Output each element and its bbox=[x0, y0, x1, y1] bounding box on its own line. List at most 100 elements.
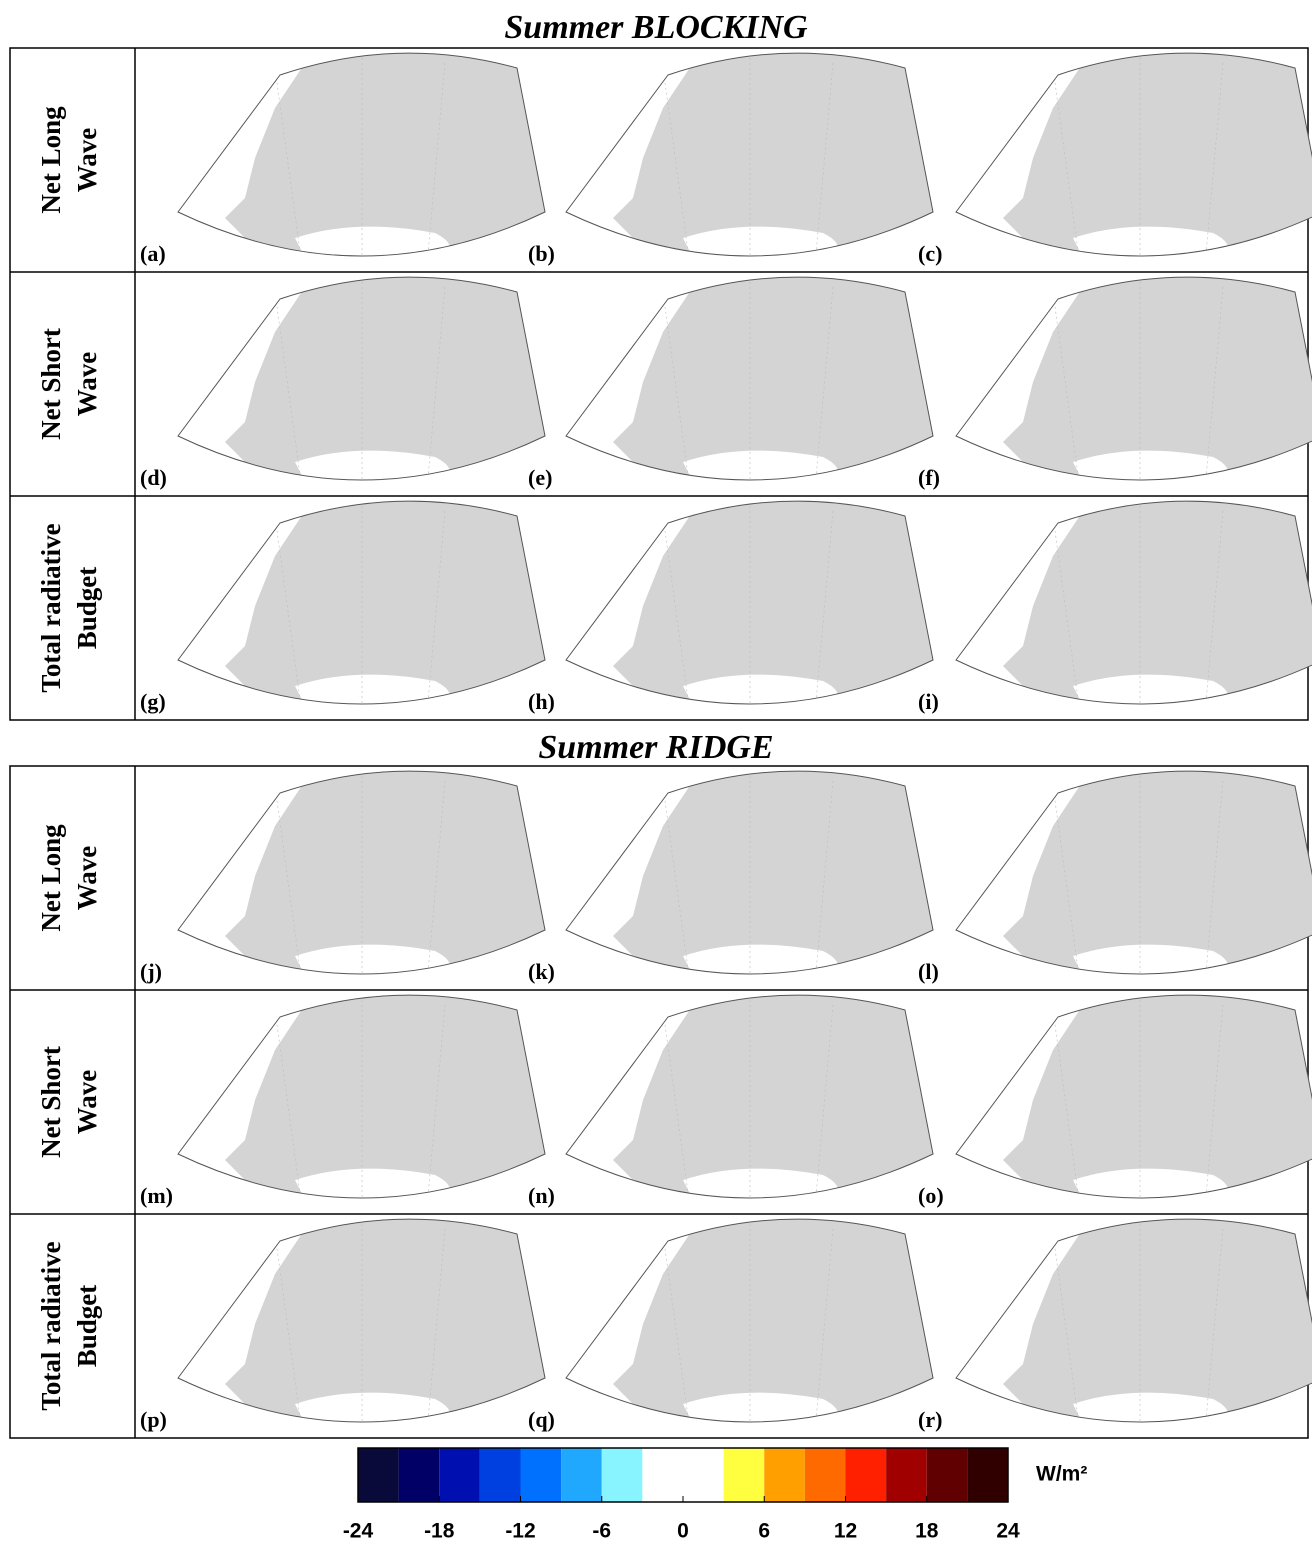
panel-letter: (m) bbox=[140, 1183, 173, 1208]
colorbar-tick-label: -24 bbox=[343, 1520, 374, 1543]
colorbar-tick-label: 18 bbox=[915, 1520, 939, 1543]
sea bbox=[683, 1392, 838, 1423]
colorbar-segment bbox=[561, 1448, 602, 1502]
map-outline bbox=[955, 994, 1312, 1199]
colorbar-unit: W/m² bbox=[1036, 1463, 1087, 1486]
colorbar-segment bbox=[520, 1448, 562, 1502]
colorbar-segment bbox=[479, 1448, 521, 1502]
row-label: Total radiative bbox=[36, 1241, 66, 1410]
map-outline bbox=[565, 52, 934, 257]
colorbar-segment bbox=[723, 1448, 765, 1502]
map-panel bbox=[177, 994, 546, 1199]
map-panel bbox=[955, 994, 1312, 1199]
map-outline bbox=[177, 500, 546, 705]
map-outline bbox=[565, 1218, 934, 1423]
colorbar-segment bbox=[358, 1448, 399, 1502]
sea bbox=[683, 226, 838, 257]
map-outline bbox=[955, 276, 1312, 481]
panel-letter: (n) bbox=[528, 1183, 555, 1208]
map-panel bbox=[955, 276, 1312, 481]
map-outline bbox=[955, 500, 1312, 705]
sea bbox=[1073, 450, 1228, 481]
panel-letter: (r) bbox=[918, 1407, 942, 1432]
panel-letter: (e) bbox=[528, 465, 552, 490]
row-label: Wave bbox=[72, 128, 102, 193]
map-panel bbox=[177, 770, 546, 975]
colorbar-segment bbox=[398, 1448, 440, 1502]
map-panel bbox=[565, 1218, 934, 1423]
panel-letter: (h) bbox=[528, 689, 555, 714]
colorbar-tick-label: 6 bbox=[758, 1520, 770, 1543]
map-panel bbox=[955, 1218, 1312, 1423]
panel-letter: (p) bbox=[140, 1407, 167, 1432]
section-title: Summer RIDGE bbox=[538, 729, 773, 766]
sea bbox=[1073, 674, 1228, 705]
panel-letter: (j) bbox=[140, 959, 162, 984]
map-outline bbox=[565, 994, 934, 1199]
row-label: Wave bbox=[72, 352, 102, 417]
row-label: Net Short bbox=[36, 328, 66, 440]
row-label: Budget bbox=[72, 1285, 102, 1368]
colorbar-segment bbox=[886, 1448, 927, 1502]
colorbar-segment bbox=[683, 1448, 724, 1502]
colorbar-segment bbox=[926, 1448, 968, 1502]
colorbar-segment bbox=[642, 1448, 683, 1502]
colorbar-tick-label: 0 bbox=[677, 1520, 689, 1543]
map-panel bbox=[955, 770, 1312, 975]
row-label: Wave bbox=[72, 1070, 102, 1135]
sea bbox=[683, 1168, 838, 1199]
panel-letter: (c) bbox=[918, 241, 942, 266]
map-outline bbox=[177, 994, 546, 1199]
map-panel bbox=[177, 500, 546, 705]
sea bbox=[683, 450, 838, 481]
sea bbox=[1073, 1168, 1228, 1199]
sea bbox=[295, 1392, 450, 1423]
map-outline bbox=[955, 1218, 1312, 1423]
panel-letter: (k) bbox=[528, 959, 555, 984]
row-label: Net Long bbox=[36, 824, 66, 932]
map-panel bbox=[955, 500, 1312, 705]
panel-letter: (o) bbox=[918, 1183, 944, 1208]
sea bbox=[1073, 944, 1228, 975]
colorbar-segment bbox=[804, 1448, 846, 1502]
section-title: Summer BLOCKING bbox=[504, 9, 808, 46]
panel-letter: (i) bbox=[918, 689, 939, 714]
map-panel bbox=[565, 52, 934, 257]
panel-letter: (l) bbox=[918, 959, 939, 984]
row-label: Wave bbox=[72, 846, 102, 911]
map-outline bbox=[177, 276, 546, 481]
map-outline bbox=[565, 770, 934, 975]
row-label: Net Short bbox=[36, 1046, 66, 1158]
map-outline bbox=[955, 770, 1312, 975]
map-outline bbox=[177, 52, 546, 257]
row-label: Budget bbox=[72, 567, 102, 650]
map-outline bbox=[177, 770, 546, 975]
row-label: Net Long bbox=[36, 106, 66, 214]
panel-letter: (a) bbox=[140, 241, 166, 266]
map-panel bbox=[565, 994, 934, 1199]
sea bbox=[295, 944, 450, 975]
map-outline bbox=[955, 52, 1312, 257]
colorbar-segment bbox=[764, 1448, 805, 1502]
sea bbox=[683, 944, 838, 975]
map-panel bbox=[177, 52, 546, 257]
sea bbox=[1073, 1392, 1228, 1423]
map-panel bbox=[177, 276, 546, 481]
row-label: Total radiative bbox=[36, 523, 66, 692]
map-panel bbox=[177, 1218, 546, 1423]
colorbar-tick-label: 12 bbox=[834, 1520, 857, 1543]
colorbar-segment bbox=[601, 1448, 643, 1502]
map-outline bbox=[565, 276, 934, 481]
sea bbox=[295, 1168, 450, 1199]
map-outline bbox=[565, 500, 934, 705]
colorbar-tick-label: -6 bbox=[592, 1520, 611, 1543]
sea bbox=[295, 226, 450, 257]
colorbar-segment bbox=[967, 1448, 1008, 1502]
panel-letter: (d) bbox=[140, 465, 167, 490]
map-panel bbox=[565, 276, 934, 481]
colorbar-segment bbox=[439, 1448, 480, 1502]
colorbar-tick-label: 24 bbox=[996, 1520, 1020, 1543]
map-panel bbox=[955, 52, 1312, 257]
map-panel bbox=[565, 770, 934, 975]
